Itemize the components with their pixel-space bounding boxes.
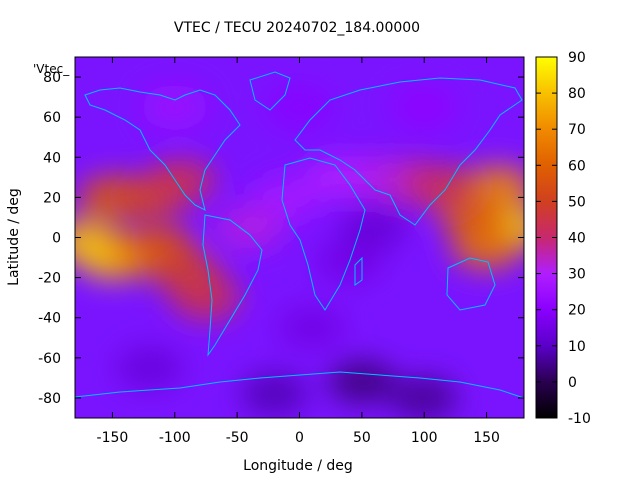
greenland-coast (249, 71, 291, 111)
colorbar-ticks: -10 0 10 20 30 40 50 60 70 80 90 (536, 50, 591, 427)
heat-cell-27 (390, 85, 459, 130)
heat-cell-5 (171, 275, 240, 320)
heat-cell-28 (140, 85, 209, 130)
heat-cell-23 (390, 375, 459, 418)
colorbar-tick-label: 90 (568, 50, 586, 66)
colorbar-tick-label: 50 (568, 194, 586, 210)
y-tick-label: 80 (43, 70, 61, 86)
x-tick-label: 100 (411, 430, 438, 446)
colorbar-tick-label: -10 (568, 411, 591, 427)
x-axis-label: Longitude / deg (243, 458, 353, 474)
colorbar-tick-label: 60 (568, 158, 586, 174)
x-tick-label: 50 (353, 430, 371, 446)
heat-cell-21 (277, 305, 346, 350)
colorbar-tick-label: 20 (568, 303, 586, 319)
x-tick-label: 150 (473, 430, 500, 446)
south-america-coast (202, 214, 263, 357)
heat-cell-17 (215, 205, 284, 250)
y-tick-label: -40 (38, 311, 61, 327)
eurasia-coast (294, 77, 523, 226)
heat-cell-25 (115, 345, 184, 390)
colorbar-tick-label: 30 (568, 267, 586, 283)
australia-coast (446, 257, 496, 311)
colorbar-tick-label: 40 (568, 231, 586, 247)
antarctica-coast (75, 371, 524, 399)
colorbar-tick-label: 0 (568, 375, 577, 391)
north-america-coast (84, 87, 241, 211)
y-tick-label: -20 (38, 271, 61, 287)
y-tick-label: 40 (43, 150, 61, 166)
x-tick-label: 0 (295, 430, 304, 446)
y-tick-label: -80 (38, 391, 61, 407)
colorbar-tick-label: 80 (568, 86, 586, 102)
colorbar-tick-label: 70 (568, 122, 586, 138)
y-tick-label: 60 (43, 110, 61, 126)
y-tick-label: 20 (43, 190, 61, 206)
x-axis-ticks: -150 -100 -50 0 50 100 150 (97, 57, 500, 446)
heat-cell-24 (240, 371, 309, 416)
chart-title: VTEC / TECU 20240702_184.00000 (174, 20, 420, 36)
plot-key-label: 'Vtec_ (33, 62, 70, 76)
heat-cell-26 (265, 85, 334, 130)
heatmap-layer (75, 85, 524, 418)
y-axis-ticks: -80 -60 -40 -20 0 20 40 60 80 (38, 70, 524, 407)
heat-cell-22 (327, 359, 396, 404)
colorbar-tick-label: 10 (568, 339, 586, 355)
africa-coast (281, 157, 366, 311)
x-tick-label: -50 (226, 430, 249, 446)
x-tick-label: -100 (159, 430, 191, 446)
heat-cell-8 (147, 159, 216, 204)
y-tick-label: -60 (38, 351, 61, 367)
x-tick-label: -150 (97, 430, 129, 446)
heat-cell-16 (302, 155, 371, 200)
madagascar-coast (354, 256, 363, 286)
y-tick-label: 0 (52, 231, 61, 247)
y-axis-label: Latitude / deg (6, 188, 22, 286)
heat-cell-18 (253, 175, 322, 220)
coastlines (75, 71, 524, 399)
